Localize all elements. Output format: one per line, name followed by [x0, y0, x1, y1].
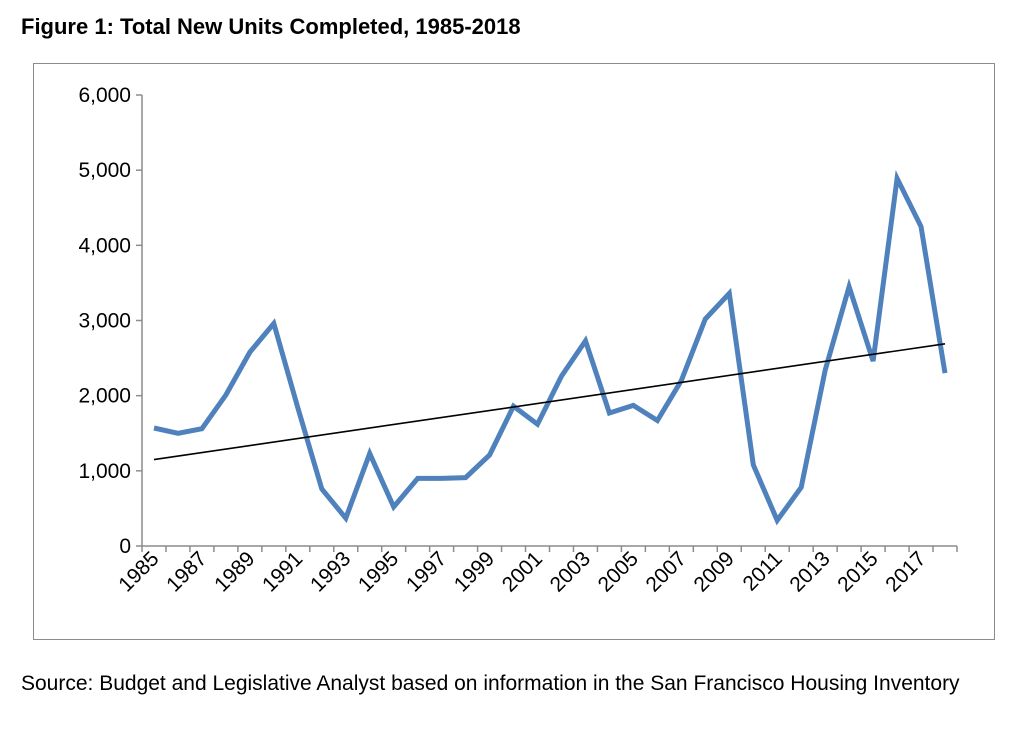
trend-line	[153, 343, 946, 461]
series-line	[153, 169, 948, 526]
chart-frame: 0 1,000 2,000 3,000 4,000 5,000 6,000 1985 1987…	[33, 63, 995, 640]
x-tick-label: 2011	[739, 547, 787, 595]
x-tick-label: 2013	[785, 547, 834, 596]
x-tick-label: 1999	[450, 547, 499, 596]
y-tick-label: 6,000	[78, 84, 131, 107]
y-tick-label: 3,000	[78, 310, 131, 333]
x-tick-label: 2007	[642, 547, 691, 596]
x-tick-label: 2015	[833, 547, 882, 596]
y-tick-label: 4,000	[78, 234, 131, 257]
x-tick-label: 2017	[881, 547, 930, 596]
x-tick-label: 1997	[402, 547, 451, 596]
source-note: Source: Budget and Legislative Analyst b…	[21, 672, 960, 695]
x-tick-label: 2005	[594, 547, 643, 596]
x-tick-label: 1993	[306, 547, 355, 596]
x-tick-label: 1987	[162, 547, 211, 596]
x-tick-label: 1989	[210, 547, 259, 596]
figure-title: Figure 1: Total New Units Completed, 198…	[21, 14, 521, 39]
x-tick-label: 1995	[354, 547, 403, 596]
x-tick-label: 2003	[546, 547, 595, 596]
y-tick-label: 2,000	[78, 385, 131, 408]
x-tick-label: 1991	[258, 547, 307, 596]
y-tick-label: 5,000	[78, 159, 131, 182]
x-tick-label: 2009	[690, 547, 739, 596]
y-tick-label: 0	[119, 535, 131, 558]
y-tick-label: 1,000	[78, 460, 131, 483]
x-tick-label: 2001	[498, 547, 547, 596]
